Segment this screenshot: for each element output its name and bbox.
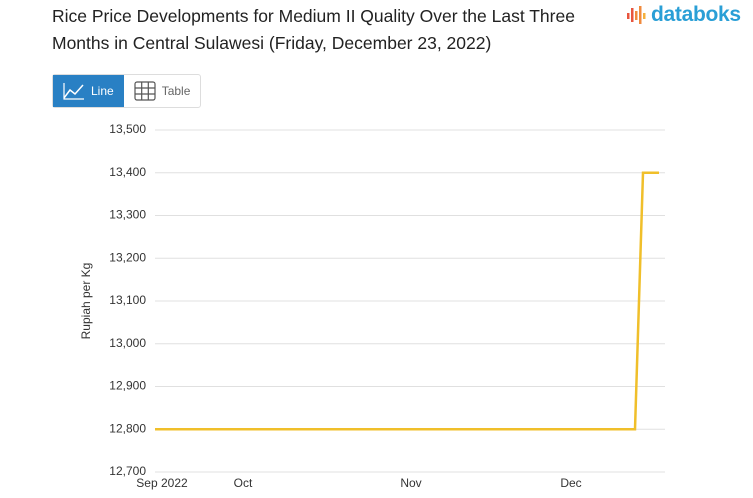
line-series (155, 171, 659, 431)
y-tick-label: 13,300 (109, 208, 146, 222)
y-tick-label: 13,200 (109, 250, 146, 264)
x-tick-label: Dec (560, 476, 581, 490)
x-tick-label: Oct (234, 476, 253, 490)
table-tab[interactable]: Table (124, 75, 201, 107)
y-tick-label: 13,500 (109, 122, 146, 136)
table-icon (134, 81, 156, 101)
tab-label: Line (91, 84, 114, 98)
logo-icon (627, 6, 646, 24)
y-tick-label: 12,900 (109, 379, 146, 393)
chart-title: Rice Price Developments for Medium II Qu… (52, 6, 575, 53)
y-tick-label: 12,800 (109, 421, 146, 435)
tab-label: Table (161, 84, 191, 98)
y-tick-label: 13,000 (109, 336, 146, 350)
line-tab[interactable]: Line (53, 75, 124, 107)
logo: databoks (626, 3, 741, 27)
y-tick-label: 13,100 (109, 293, 146, 307)
y-tick-label: 12,700 (109, 464, 146, 478)
brand: databoks (651, 3, 741, 26)
x-tick-label: Sep 2022 (136, 476, 188, 490)
view-tabs: Line Table (52, 74, 202, 108)
x-tick-label: Nov (400, 476, 421, 490)
line-icon (63, 83, 84, 100)
y-axis-label: Rupiah per Kg (79, 263, 93, 340)
y-tick-label: 13,400 (109, 165, 146, 179)
